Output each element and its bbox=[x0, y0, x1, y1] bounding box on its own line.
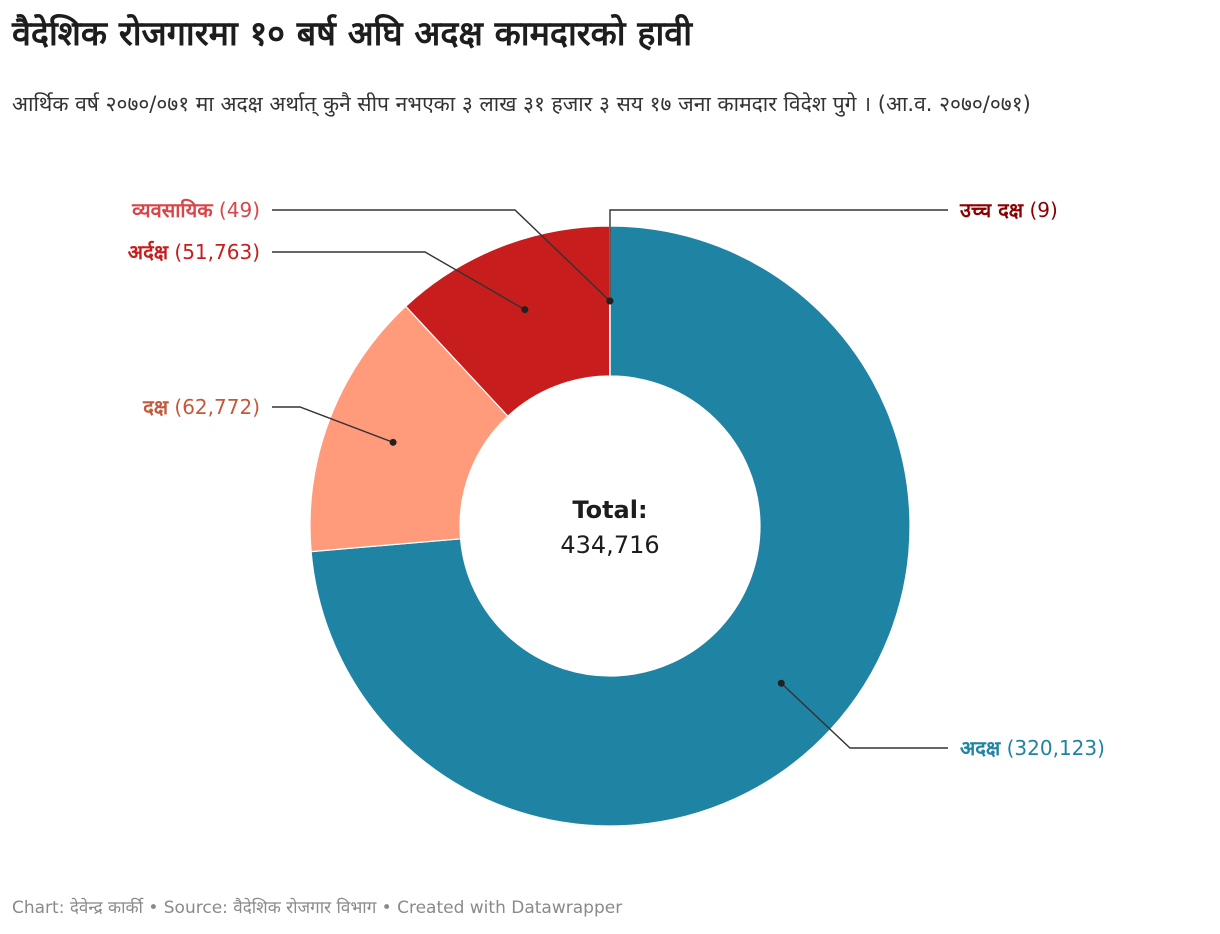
slice-1-label-name: दक्ष bbox=[142, 395, 169, 419]
slice-1-leader-dot bbox=[389, 438, 397, 446]
slice-2-leader-line bbox=[272, 251, 526, 311]
slice-0-leader-dot bbox=[777, 679, 785, 687]
slice-labels-group: अदक्ष (320,123) दक्ष (62,772) अर्दक्ष (51,… bbox=[128, 198, 1105, 760]
slice-2-label-name: अर्दक्ष bbox=[128, 240, 169, 264]
chart-title: वैदेशिक रोजगारमा १० बर्ष अघि अदक्ष कामदा… bbox=[12, 14, 692, 54]
total-label: Total: bbox=[572, 496, 647, 524]
slice-3-leader-line bbox=[272, 209, 611, 302]
total-value: 434,716 bbox=[560, 531, 659, 559]
slices-group bbox=[309, 225, 911, 827]
chart-footer: Chart: देवेन्द्र कार्की • Source: वैदेशि… bbox=[12, 898, 623, 918]
slice-2-wedge bbox=[404, 225, 611, 417]
slice-2-label: अर्दक्ष (51,763) bbox=[128, 240, 260, 264]
slice-2-label-value: (51,763) bbox=[168, 240, 260, 264]
slice-4-label: उच्च दक्ष (9) bbox=[959, 198, 1058, 222]
slice-3-label: व्यवसायिक (49) bbox=[131, 198, 260, 222]
slice-1-leader-line bbox=[272, 406, 394, 443]
slice-1-label: दक्ष (62,772) bbox=[142, 395, 260, 419]
slice-4-leader-dot bbox=[606, 297, 614, 305]
slice-0-wedge bbox=[310, 225, 911, 827]
slice-0-label-name: अदक्ष bbox=[960, 736, 1001, 760]
slice-4-leader-line bbox=[609, 209, 948, 301]
slice-3-label-name: व्यवसायिक bbox=[131, 198, 214, 222]
slice-0-leader-line bbox=[780, 682, 948, 749]
chart-subtitle: आर्थिक वर्ष २०७०/०७१ मा अदक्ष अर्थात् कु… bbox=[12, 92, 1031, 116]
slice-2-leader-dot bbox=[521, 306, 529, 314]
slice-4-label-value: (9) bbox=[1023, 198, 1058, 222]
slice-1-wedge bbox=[309, 305, 509, 553]
slice-1-label-value: (62,772) bbox=[168, 395, 260, 419]
slice-0-label-value: (320,123) bbox=[1000, 736, 1105, 760]
slice-0-label: अदक्ष (320,123) bbox=[960, 736, 1105, 760]
leader-lines-group bbox=[272, 209, 948, 749]
slice-4-label-name: उच्च दक्ष bbox=[959, 198, 1024, 222]
slice-3-label-value: (49) bbox=[213, 198, 260, 222]
